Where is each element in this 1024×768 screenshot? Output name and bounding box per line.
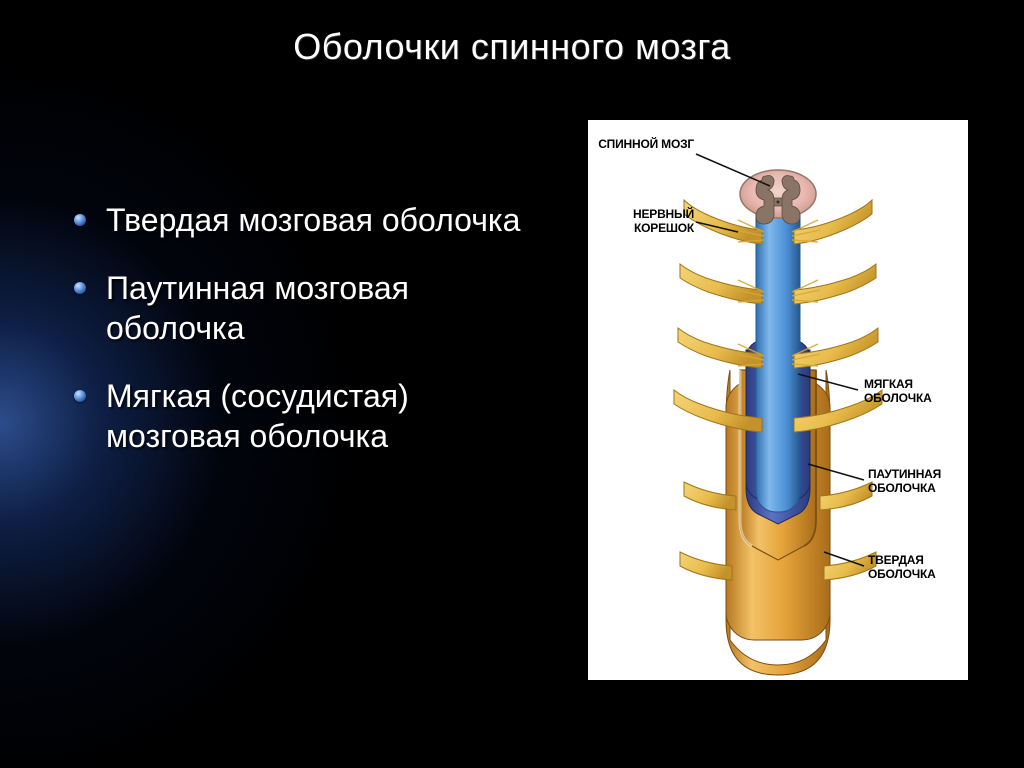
bullet-text: Паутинная мозговая оболочка (106, 270, 409, 346)
bullet-item: Твердая мозговая оболочка (70, 200, 530, 240)
title-container: Оболочки спинного мозга (0, 26, 1024, 68)
figure-label-spinal-cord: СПИННОЙ МОЗГ (598, 138, 694, 152)
figure-label-arachnoid: ПАУТИННАЯ ОБОЛОЧКА (868, 468, 962, 496)
anatomy-figure: СПИННОЙ МОЗГ НЕРВНЫЙ КОРЕШОК МЯГКАЯ ОБОЛ… (588, 120, 968, 680)
bullet-item: Мягкая (сосудистая) мозговая оболочка (70, 376, 530, 456)
figure-label-dura: ТВЕРДАЯ ОБОЛОЧКА (868, 554, 962, 582)
figure-label-pia: МЯГКАЯ ОБОЛОЧКА (864, 378, 958, 406)
bullet-list: Твердая мозговая оболочка Паутинная мозг… (70, 200, 530, 484)
figure-label-nerve-root: НЕРВНЫЙ КОРЕШОК (598, 208, 694, 236)
bullet-text: Твердая мозговая оболочка (106, 202, 520, 238)
bullet-text: Мягкая (сосудистая) мозговая оболочка (106, 378, 409, 454)
slide-title: Оболочки спинного мозга (293, 26, 731, 68)
bullet-item: Паутинная мозговая оболочка (70, 268, 530, 348)
